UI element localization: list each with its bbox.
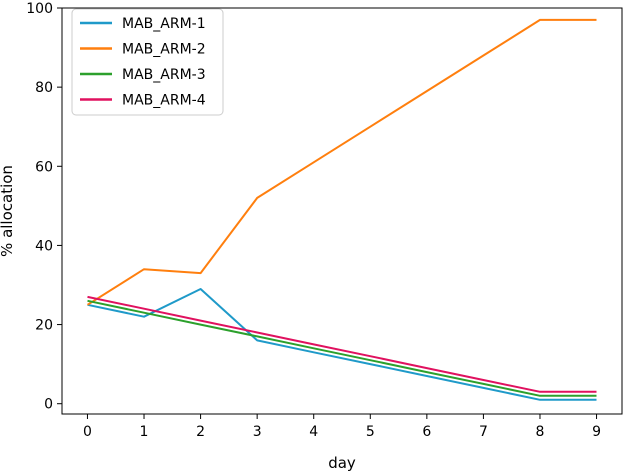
x-tick-label: 2 [196,424,205,440]
x-tick-label: 3 [253,424,262,440]
series-line-4 [87,295,597,393]
x-tick-label: 8 [536,424,545,440]
series-line-3 [87,299,597,397]
y-tick-label: 40 [35,238,53,254]
x-axis-ticks: 0 1 2 3 4 5 6 7 8 9 [83,414,601,440]
legend: MAB_ARM-1 MAB_ARM-2 MAB_ARM-3 MAB_ARM-4 [71,8,224,116]
y-tick-label: 100 [26,1,53,17]
legend-label: MAB_ARM-3 [122,67,206,83]
x-tick-label: 4 [309,424,318,440]
legend-box [71,8,224,116]
x-tick-label: 1 [140,424,149,440]
y-axis-ticks: 0 20 40 60 80 100 [26,1,62,413]
x-tick-label: 0 [83,424,92,440]
legend-label: MAB_ARM-4 [122,93,206,109]
series-line-1 [87,288,597,401]
y-tick-label: 60 [35,159,53,175]
y-tick-label: 0 [44,397,53,413]
legend-label: MAB_ARM-1 [122,16,206,32]
y-tick-label: 20 [35,318,53,334]
x-tick-label: 9 [592,424,601,440]
y-axis-label: % allocation [0,165,16,257]
x-tick-label: 5 [366,424,375,440]
legend-label: MAB_ARM-2 [122,42,206,58]
series-lines [86,18,597,401]
y-tick-label: 80 [35,80,53,96]
series-line-2 [86,18,597,306]
x-axis-label: day [328,454,356,472]
x-tick-label: 6 [422,424,431,440]
x-tick-label: 7 [479,424,488,440]
